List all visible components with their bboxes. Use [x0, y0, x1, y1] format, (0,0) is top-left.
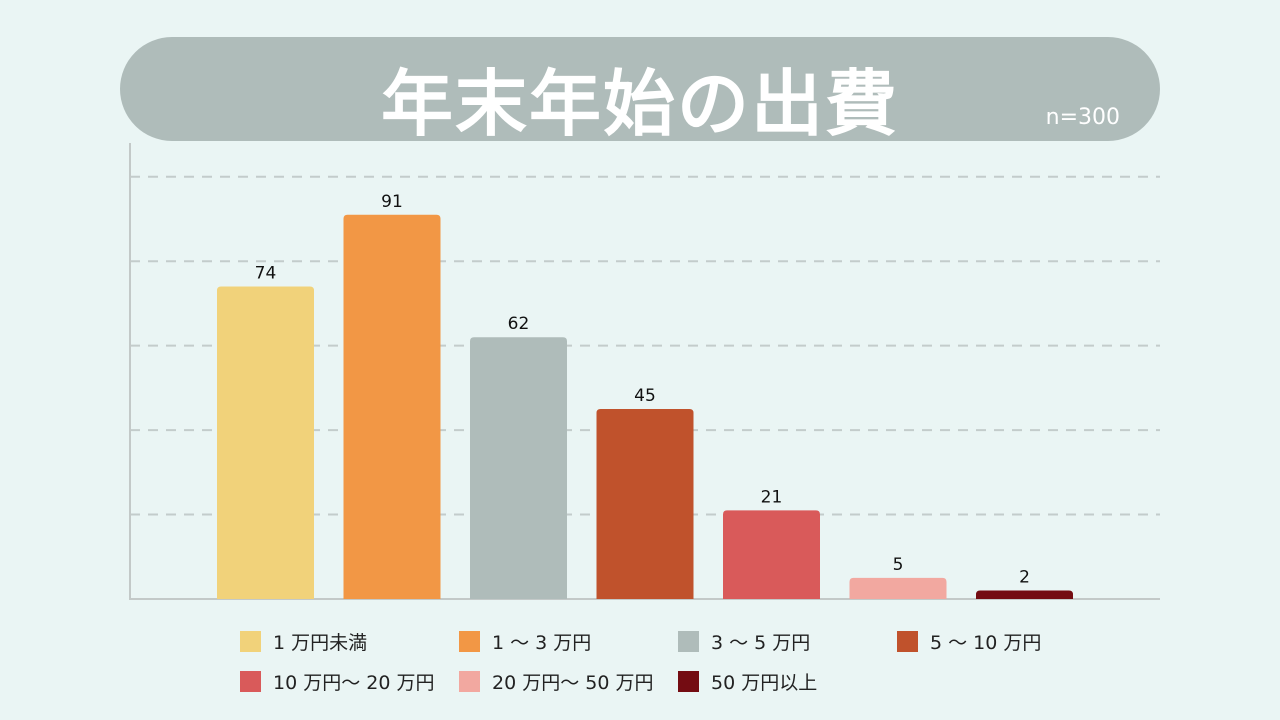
- sample-size: n=300: [1045, 105, 1120, 130]
- legend-swatch: [678, 631, 699, 652]
- legend-swatch: [897, 631, 918, 652]
- legend-swatch: [240, 631, 261, 652]
- legend-swatch: [678, 671, 699, 692]
- bar: [470, 337, 567, 599]
- legend-label: 50 万円以上: [711, 672, 818, 694]
- bar: [976, 590, 1073, 599]
- data-label: 21: [761, 487, 783, 507]
- data-label: 5: [893, 555, 904, 575]
- legend-item: 1 万円未満: [240, 628, 367, 655]
- data-label: 45: [634, 386, 656, 406]
- data-label: 74: [255, 264, 277, 284]
- legend-label: 10 万円〜 20 万円: [273, 672, 435, 694]
- legend-swatch: [459, 671, 480, 692]
- bar: [596, 409, 694, 599]
- legend-label: 1 万円未満: [273, 632, 368, 654]
- data-label: 62: [508, 314, 530, 334]
- legend-item: 50 万円以上: [678, 668, 817, 695]
- data-label: 91: [381, 192, 403, 212]
- legend-label: 20 万円〜 50 万円: [492, 672, 654, 694]
- chart-title: 年末年始の出費: [380, 62, 899, 146]
- bar: [723, 510, 820, 599]
- data-label: 2: [1019, 568, 1030, 588]
- legend-item: 20 万円〜 50 万円: [459, 668, 653, 695]
- legend-swatch: [240, 671, 261, 692]
- legend-label: 5 〜 10 万円: [930, 632, 1042, 654]
- bar: [849, 577, 947, 599]
- legend-label: 3 〜 5 万円: [711, 632, 811, 654]
- legend-item: 1 〜 3 万円: [459, 628, 591, 655]
- bar: [217, 286, 314, 599]
- legend-item: 3 〜 5 万円: [678, 628, 810, 655]
- legend-item: 5 〜 10 万円: [897, 628, 1041, 655]
- legend-label: 1 〜 3 万円: [492, 632, 592, 654]
- legend-swatch: [459, 631, 480, 652]
- bar: [343, 214, 441, 599]
- legend-item: 10 万円〜 20 万円: [240, 668, 434, 695]
- title-banner: 年末年始の出費 n=300: [120, 37, 1160, 146]
